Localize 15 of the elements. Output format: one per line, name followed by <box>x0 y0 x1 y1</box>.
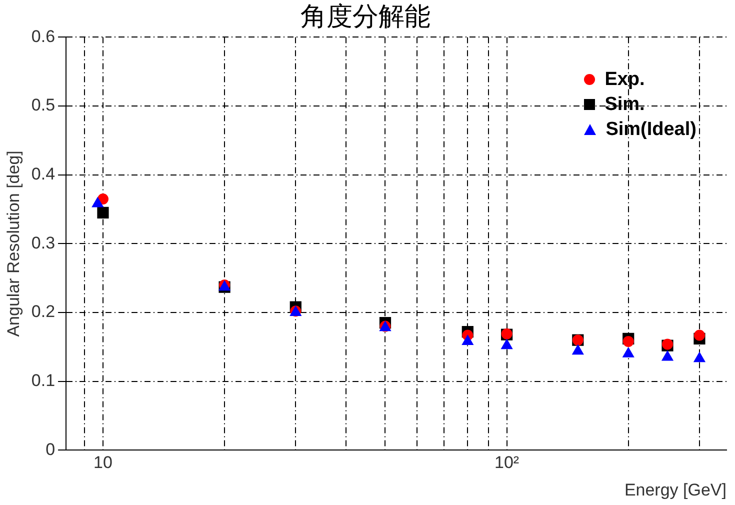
x-tick-label: 10² <box>494 453 520 472</box>
legend-label: Sim. <box>604 94 645 116</box>
chart-title: 角度分解能 <box>300 0 430 31</box>
y-tick-label: 0 <box>46 440 56 459</box>
y-tick-label: 0.6 <box>31 26 56 46</box>
y-tick-label: 0.1 <box>31 371 56 390</box>
legend-label: Sim(Ideal) <box>606 118 696 141</box>
y-tick-label: 0.5 <box>31 96 56 115</box>
y-tick-label: 0.4 <box>31 164 56 184</box>
legend-label: Exp. <box>604 68 645 91</box>
y-axis-title: Angular Resolution [deg] <box>4 150 23 337</box>
y-tick-label: 0.3 <box>31 233 56 252</box>
x-axis-title: Energy [GeV] <box>624 480 726 500</box>
y-tick-label: 0.2 <box>31 302 56 322</box>
x-tick-label: 10 <box>94 453 112 472</box>
